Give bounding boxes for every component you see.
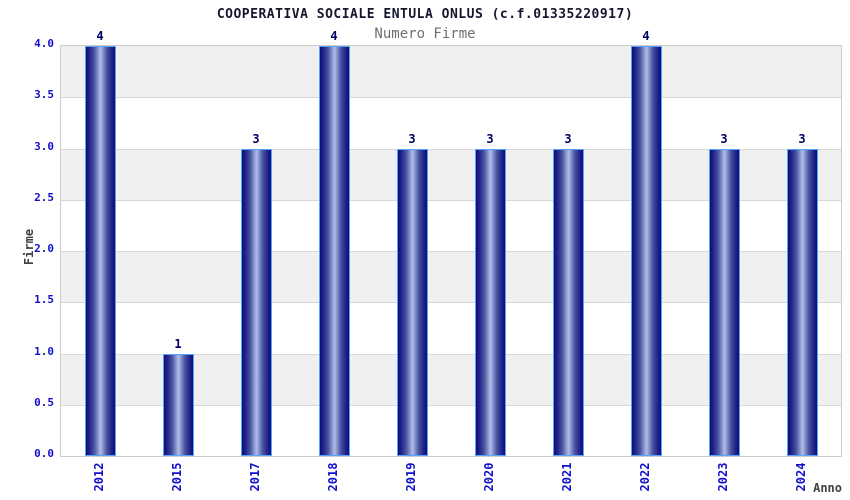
x-tick-label-text: 2021 xyxy=(560,462,574,492)
bar-value-label: 4 xyxy=(96,29,104,43)
gridline xyxy=(61,404,841,406)
bar-value-label: 3 xyxy=(798,131,806,146)
bar-2017 xyxy=(240,148,272,456)
y-tick-label: 0.5 xyxy=(34,395,54,409)
background-band xyxy=(61,46,841,98)
chart-title: COOPERATIVA SOCIALE ENTULA ONLUS (c.f.01… xyxy=(216,7,634,22)
x-tick-label-text: 2017 xyxy=(248,462,262,492)
x-axis-title: Anno xyxy=(813,481,842,495)
x-tick-label-text: 2012 xyxy=(92,462,106,492)
bar-value-label: 3 xyxy=(720,131,728,146)
x-tick-label-text: 2024 xyxy=(794,462,808,492)
bar-value-label: 1 xyxy=(174,336,182,351)
bar-2015 xyxy=(162,353,194,456)
bar-2019 xyxy=(396,148,428,456)
gridline xyxy=(61,302,841,304)
gridline xyxy=(61,199,841,201)
bar-value-label: 3 xyxy=(252,131,260,146)
y-tick-label: 0.0 xyxy=(34,447,54,460)
bar-2022 xyxy=(630,46,662,456)
y-tick-label: 3.0 xyxy=(34,139,54,153)
y-tick-label: 2.0 xyxy=(34,242,54,255)
y-tick-label: 3.5 xyxy=(34,88,54,102)
gridline xyxy=(61,353,841,355)
y-tick-label: 1.5 xyxy=(34,293,54,307)
x-tick-label-text: 2019 xyxy=(404,462,418,492)
y-tick-label: 4.0 xyxy=(34,37,54,50)
gridline xyxy=(61,97,841,99)
bar-2012 xyxy=(84,46,116,456)
bar-value-label: 4 xyxy=(642,29,650,43)
y-tick-label: 2.5 xyxy=(34,190,54,204)
bar-2018 xyxy=(318,46,350,456)
chart-subtitle: Numero Firme xyxy=(374,26,476,42)
x-tick-label-text: 2022 xyxy=(638,462,652,492)
x-tick-label-text: 2018 xyxy=(326,462,340,492)
gridline xyxy=(61,251,841,252)
y-tick-label: 1.0 xyxy=(34,344,54,358)
bar-value-label: 3 xyxy=(408,131,416,146)
bar-value-label: 3 xyxy=(564,131,572,146)
bar-value-label: 3 xyxy=(486,131,494,146)
bar-2024 xyxy=(786,148,818,456)
gridline xyxy=(61,148,841,150)
x-tick-label-text: 2020 xyxy=(482,462,496,492)
bar-2020 xyxy=(474,148,506,456)
bar-2021 xyxy=(552,148,584,456)
bar-2023 xyxy=(708,148,740,456)
background-band xyxy=(61,97,841,149)
plot-area: 4 1 3 4 3 3 3 4 3 3 xyxy=(60,29,842,457)
bar-value-label: 4 xyxy=(330,29,338,43)
x-tick-label-text: 2023 xyxy=(716,462,730,492)
x-tick-label-text: 2015 xyxy=(170,462,184,492)
